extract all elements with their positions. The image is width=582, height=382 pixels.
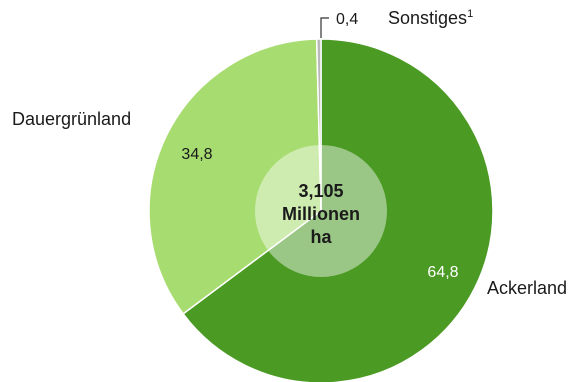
category-label-sonstiges: Sonstiges1 (388, 8, 473, 28)
center-total-value: 3,105 (298, 181, 343, 201)
category-label-ackerland: Ackerland (487, 278, 567, 298)
value-label-sonstiges: 0,4 (336, 11, 358, 28)
category-label-dauergruenland: Dauergrünland (12, 109, 131, 129)
sonstiges-footnote-marker: 1 (467, 8, 473, 20)
sonstiges-name: Sonstiges (388, 8, 467, 28)
sonstiges-leader-line (321, 18, 329, 38)
center-unit-line2: ha (310, 227, 332, 247)
value-label-dauergruenland: 34,8 (181, 146, 212, 163)
center-unit-line1: Millionen (282, 204, 360, 224)
value-label-ackerland: 64,8 (427, 264, 458, 281)
